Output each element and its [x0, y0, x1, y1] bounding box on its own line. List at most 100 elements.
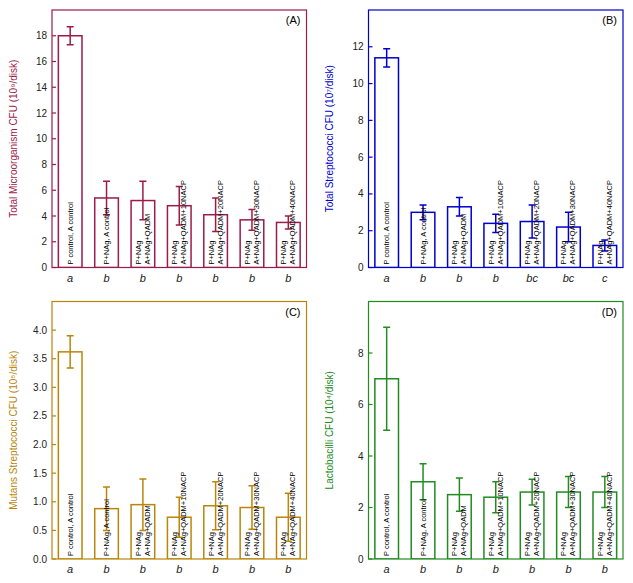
bar-label: P+NAgA+NAg+QADM+10NACP — [170, 472, 188, 556]
y-tick-label: 3.5 — [33, 353, 47, 364]
bar-label-line: P+NAg, A control — [419, 207, 428, 264]
y-tick-label: 8 — [358, 348, 364, 359]
y-tick-label: 2.5 — [33, 410, 47, 421]
x-tick-label: b — [249, 563, 255, 575]
y-tick-label: 8 — [41, 159, 47, 170]
x-tick-label: b — [103, 272, 109, 284]
bar-label-line: P+NAg — [243, 241, 252, 265]
bar-label: P+NAgA+NAg+QADM+10NACP — [487, 180, 505, 264]
y-tick-label: 1.0 — [33, 496, 47, 507]
y-tick-label: 4 — [358, 451, 364, 462]
y-axis-label: Total Microorganism CFU (10⁹/disk) — [8, 60, 19, 218]
bar-label-line: A+NAg+QADM+20NACP — [532, 472, 541, 556]
bars — [58, 336, 300, 559]
y-tick-label: 2 — [358, 225, 364, 236]
bar-label: P control, A control — [66, 493, 75, 556]
bar — [58, 352, 82, 559]
bar-label-line: A+NAg+QADM+20NACP — [216, 472, 225, 556]
error-bar — [420, 464, 427, 500]
x-tick-label: b — [176, 563, 182, 575]
bar-label-line: A+NAg+QADM — [459, 505, 468, 556]
error-bar — [67, 336, 74, 368]
bar-label: P+NAgA+NAg+QADM — [450, 505, 468, 556]
bar-label-line: P+NAg — [596, 532, 605, 556]
bar-label: P+NAgA+NAg+QADM+30NACP — [243, 180, 261, 264]
y-tick-label: 0 — [358, 262, 364, 273]
bar-label: P+NAgA+NAg+QADM — [134, 214, 152, 265]
bar-label-line: P+NAg — [559, 241, 568, 265]
bar-label: P control, A control — [382, 493, 391, 556]
x-tick-label: b — [103, 563, 109, 575]
bar-label-line: P+NAg — [596, 241, 605, 265]
y-tick-label: 2 — [358, 502, 364, 513]
x-tick-label: b — [285, 272, 291, 284]
x-tick-label: b — [213, 272, 219, 284]
bar-label-line: P control, A control — [66, 493, 75, 556]
bar — [131, 505, 155, 559]
x-tick-label: b — [140, 563, 146, 575]
bar-label-line: A+NAg+QADM+20NACP — [216, 180, 225, 264]
bar-label-line: A+NAg+QADM+40NACP — [288, 180, 297, 264]
x-tick-label: b — [456, 272, 462, 284]
x-tick-label: a — [384, 272, 390, 284]
bar-label: P+NAgA+NAg+QADM+40NACP — [596, 180, 614, 264]
plot-frame — [369, 10, 624, 268]
bar-label-line: P+NAg — [170, 532, 179, 556]
bar-label-line: P+NAg — [450, 532, 459, 556]
bar-label-line: P+NAg — [279, 241, 288, 265]
bar-label: P+NAg, A control — [419, 207, 428, 264]
y-tick — [369, 352, 373, 353]
y-tick-label: 0.0 — [33, 554, 47, 565]
bar-label-line: P+NAg — [207, 532, 216, 556]
bar-label-line: A+NAg+QADM — [143, 214, 152, 265]
y-tick-label: 6 — [358, 152, 364, 163]
plot-frame — [52, 302, 307, 560]
x-tick-label: b — [140, 272, 146, 284]
bar-label-line: A+NAg+QADM+10NACP — [496, 472, 505, 556]
x-tick-label: b — [213, 563, 219, 575]
error-bar — [383, 49, 390, 67]
bar-label-line: P+NAg — [279, 532, 288, 556]
panel-label: (D) — [602, 306, 617, 318]
bar-label-line: A+NAg+QADM+40NACP — [288, 472, 297, 556]
y-tick — [369, 404, 373, 405]
y-tick-label: 16 — [36, 56, 48, 67]
bar-label: P control, A control — [382, 202, 391, 265]
bar-label-line: A+NAg+QADM+40NACP — [605, 180, 614, 264]
panel-label: (C) — [285, 306, 300, 318]
error-bar — [67, 27, 74, 45]
bar-label-line: P+NAg, A control — [419, 499, 428, 556]
bar-label-line: P+NAg — [523, 532, 532, 556]
y-tick-label: 14 — [36, 82, 48, 93]
error-bar — [383, 327, 390, 430]
y-tick-label: 6 — [358, 399, 364, 410]
y-tick-label: 10 — [352, 78, 364, 89]
x-tick-label: b — [493, 272, 499, 284]
bar-label-line: A+NAg+QADM+30NACP — [252, 180, 261, 264]
bar-label: P+NAgA+NAg+QADM — [450, 214, 468, 265]
y-tick-label: 0.5 — [33, 525, 47, 536]
bar-label-line: A+NAg+QADM — [143, 505, 152, 556]
bar-label-line: P+NAg — [487, 532, 496, 556]
bar-label: P+NAgA+NAg+QADM+30NACP — [559, 472, 577, 556]
y-tick — [369, 46, 373, 47]
panel: 02468Lactobacilli CFU (10⁴/disk)abbbbbbP… — [324, 302, 623, 576]
bar-label: P+NAg, A control — [102, 499, 111, 556]
y-tick — [369, 230, 373, 231]
bar-label: P+NAgA+NAg+QADM+30NACP — [243, 472, 261, 556]
bar-label: P control, A control — [66, 202, 75, 265]
x-tick-label: a — [67, 563, 73, 575]
y-tick-label: 4.0 — [33, 325, 47, 336]
y-tick — [369, 83, 373, 84]
bar-label: P+NAgA+NAg+QADM+10NACP — [487, 472, 505, 556]
x-tick-label: c — [602, 272, 608, 284]
x-tick-label: b — [493, 563, 499, 575]
y-axis-label: Mutans Streptococci CFU (10⁵/disk) — [8, 351, 19, 510]
x-tick-label: b — [420, 272, 426, 284]
bar — [448, 207, 472, 268]
bar-label-line: P+NAg — [134, 532, 143, 556]
bar-label-line: A+NAg+QADM+10NACP — [496, 180, 505, 264]
y-tick-label: 12 — [36, 108, 48, 119]
y-tick-label: 0 — [358, 554, 364, 565]
y-axis-label: Total Streptococci CFU (10⁷/disk) — [324, 65, 335, 212]
